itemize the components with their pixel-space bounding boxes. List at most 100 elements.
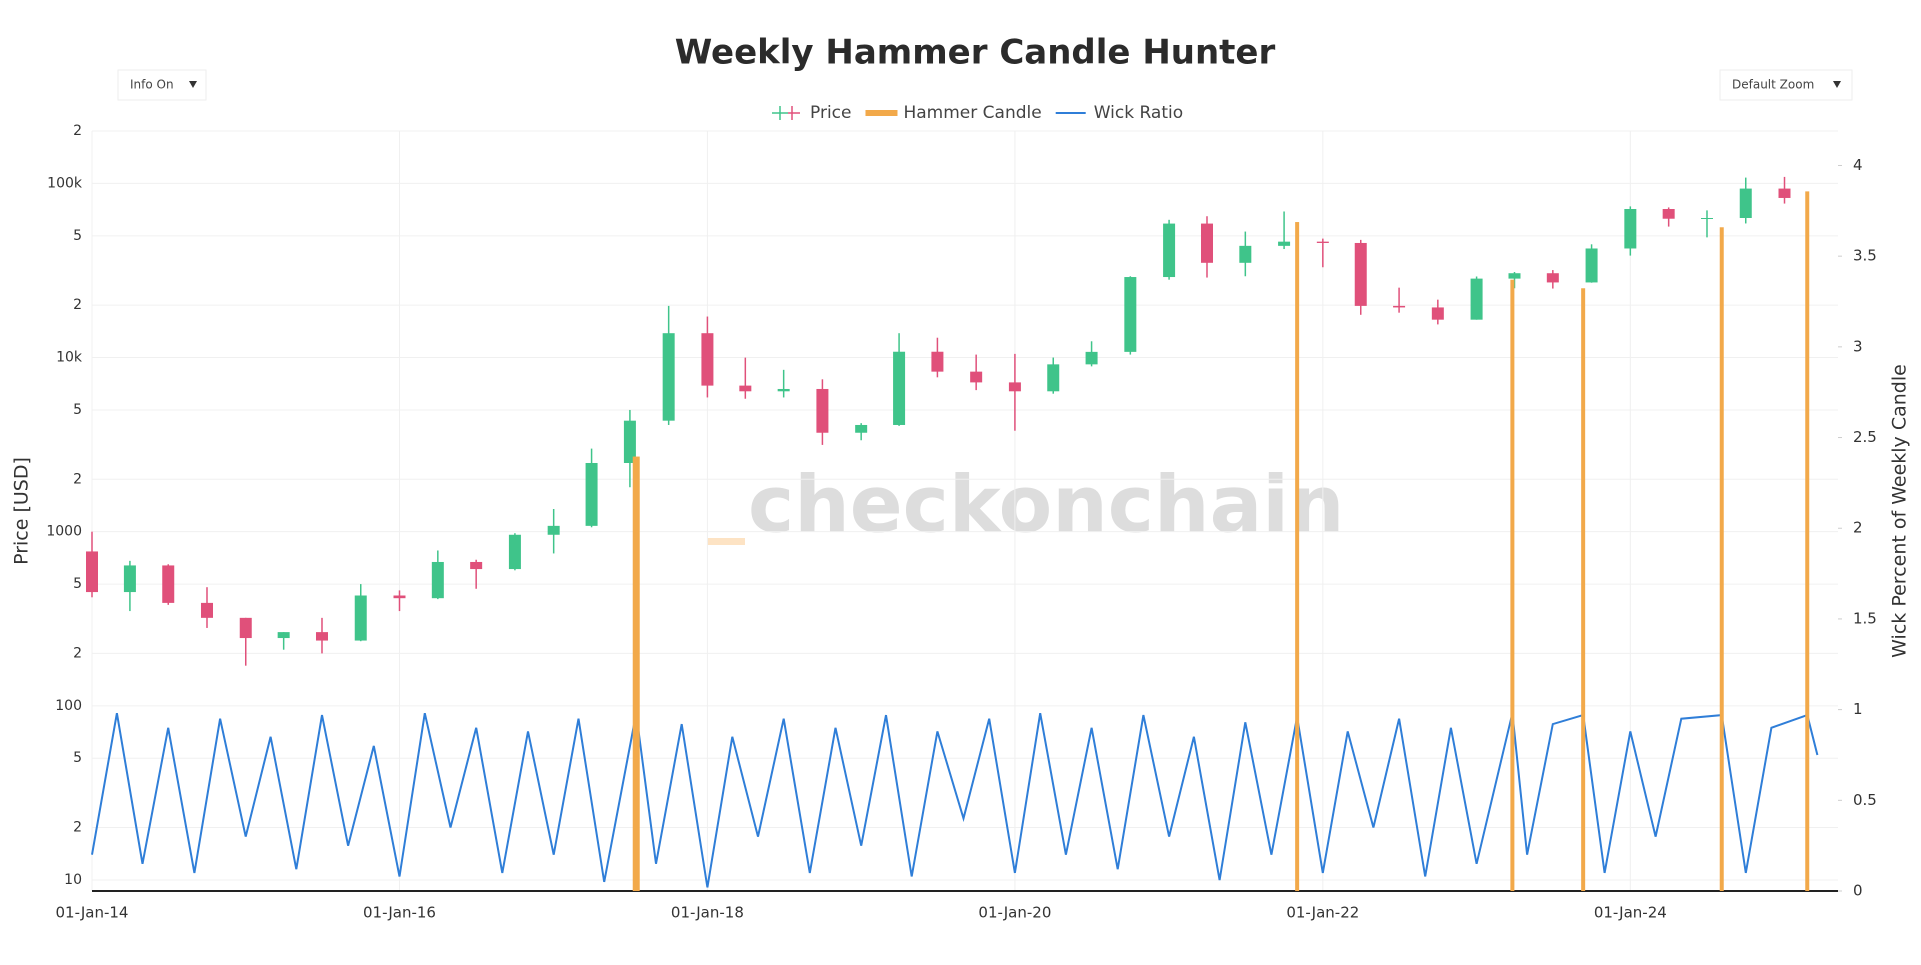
candle [816,379,829,445]
candle-body [239,617,252,639]
candle [1431,299,1444,325]
candle [393,590,406,612]
candle-body [1124,277,1137,352]
y-tick-label: 5 [73,576,82,592]
y-tick-label: 2 [73,471,82,487]
candle-body [393,595,406,599]
candle [1778,176,1791,204]
candle-body [1778,188,1791,198]
y-tick-label: 1000 [46,524,82,540]
y-tick-label: 10 [64,872,82,888]
candle-body [1047,364,1060,392]
y-tick-label: 2 [73,123,82,139]
candle [623,409,636,488]
candle [1278,211,1291,250]
candle-body [1085,351,1098,365]
y2-tick-label: 4 [1853,156,1863,174]
candle-body [1008,382,1021,392]
legend-label: Hammer Candle [903,103,1041,123]
y-tick-label: 2 [73,297,82,313]
candle-body [277,632,290,639]
candle-body [86,551,98,593]
candle [354,584,367,642]
candle [86,531,98,598]
candle [277,632,290,650]
candle-body [1431,307,1444,320]
candle-body [1585,248,1598,283]
candle [123,560,136,612]
candle [1700,210,1713,238]
legend-swatch [865,110,898,116]
legend-item[interactable]: Hammer Candle [865,103,1042,123]
candle [1047,357,1060,394]
chart-title: Weekly Hammer Candle Hunter [675,33,1276,73]
y2-tick-label: 0.5 [1853,791,1877,809]
y2-tick-label: 2.5 [1853,428,1877,446]
candle-body [701,333,714,386]
y2-tick-label: 1 [1853,700,1863,718]
candle-body [1200,223,1213,263]
candle-body [970,371,983,383]
x-tick-label: 01-Jan-14 [56,904,129,922]
candle-body [547,525,560,535]
candle-body [855,424,868,433]
candle-body [816,388,829,433]
hammer-bar [1719,227,1724,892]
candle [1585,244,1598,283]
zoom-button[interactable]: Default Zoom [1719,69,1853,101]
y-axis-title: Price [USD] [11,457,33,565]
y2-tick-label: 2 [1853,519,1863,537]
x-tick-label: 01-Jan-16 [363,904,436,922]
candle-body [1700,218,1713,220]
candle [893,333,906,426]
candle [1662,207,1675,227]
candle [1470,276,1483,320]
candle [1085,341,1098,367]
candle [701,316,714,398]
dropdown-arrow [1833,81,1841,88]
x-tick-label: 01-Jan-24 [1594,904,1667,922]
candle-body [1508,273,1521,279]
candle-body [431,561,444,599]
y-tick-label: 2 [73,645,82,661]
candle-body [1546,273,1559,283]
candle [1508,271,1521,289]
candle [508,533,521,571]
candle-body [1739,188,1752,219]
button-box [1719,69,1853,101]
legend-item[interactable]: Price [772,103,851,123]
candle-body [123,565,136,593]
candle [470,559,483,589]
info-button[interactable]: Info On [117,69,207,101]
candle [1546,270,1559,289]
candle [1739,177,1752,224]
y2-axis-title: Wick Percent of Weekly Candle [1889,364,1911,658]
y-tick-label: 100 [55,698,82,714]
hammer-bar [1581,288,1586,891]
candle [162,564,175,605]
legend-label: Wick Ratio [1094,103,1183,123]
hammer-bar [1510,279,1515,892]
hammer-bar [632,456,640,891]
candle [1393,287,1406,313]
candle-body [508,534,521,570]
watermark-underscore [707,538,745,545]
button-label: Info On [130,78,174,92]
candle [662,305,675,425]
candle-body [1163,223,1176,278]
y-tick-label: 5 [73,402,82,418]
candle [931,337,944,378]
candle-body [1393,305,1406,308]
legend-item[interactable]: Wick Ratio [1055,103,1183,123]
watermark: checkonchain [748,460,1344,550]
y-tick-label: 5 [73,228,82,244]
candle-body [1239,245,1252,263]
candle-body [1470,278,1483,320]
y-tick-label: 2 [73,820,82,836]
candle [855,423,868,441]
candle-body [315,632,328,641]
hammer-bar [1805,191,1810,891]
x-tick-label: 01-Jan-20 [978,904,1051,922]
